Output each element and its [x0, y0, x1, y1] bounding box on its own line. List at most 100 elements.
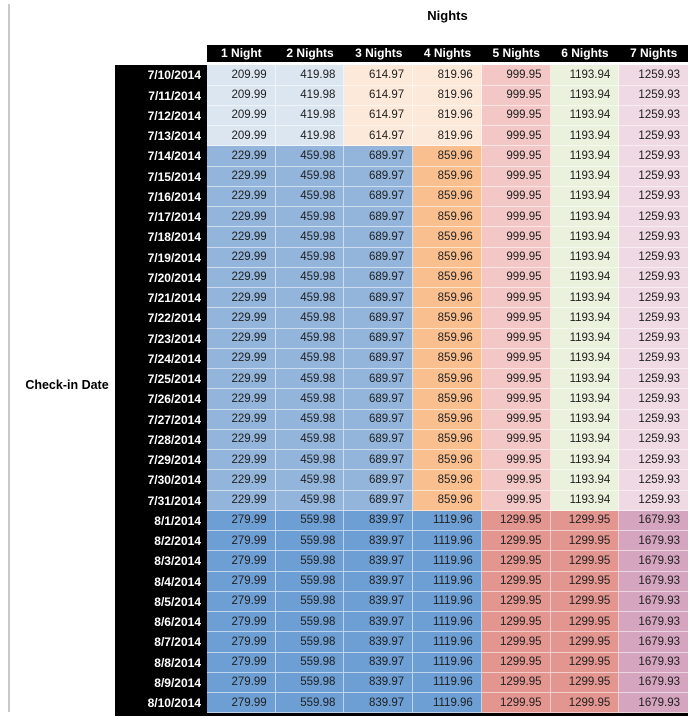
price-cell[interactable]: 839.97	[344, 672, 414, 693]
price-cell[interactable]: 229.99	[207, 267, 276, 288]
price-cell[interactable]: 689.97	[344, 409, 414, 430]
date-cell[interactable]: 7/11/2014	[115, 85, 207, 106]
price-cell[interactable]: 999.95	[481, 207, 551, 228]
price-cell[interactable]: 999.95	[481, 409, 551, 430]
price-cell[interactable]: 1119.96	[413, 551, 482, 572]
price-cell[interactable]: 229.99	[207, 409, 276, 430]
price-cell[interactable]: 209.99	[207, 105, 276, 126]
price-cell[interactable]: 1299.95	[550, 571, 620, 592]
price-cell[interactable]: 1679.93	[619, 672, 688, 693]
price-cell[interactable]: 459.98	[275, 409, 345, 430]
price-cell[interactable]: 1193.94	[550, 105, 620, 126]
price-cell[interactable]: 279.99	[207, 652, 276, 673]
price-cell[interactable]: 689.97	[344, 186, 414, 207]
price-cell[interactable]: 1299.95	[481, 571, 551, 592]
price-cell[interactable]: 1259.93	[619, 389, 688, 410]
price-cell[interactable]: 1679.93	[619, 531, 688, 552]
price-cell[interactable]: 229.99	[207, 227, 276, 248]
price-cell[interactable]: 279.99	[207, 591, 276, 612]
price-cell[interactable]: 999.95	[481, 105, 551, 126]
price-cell[interactable]: 999.95	[481, 166, 551, 187]
price-cell[interactable]: 559.98	[275, 632, 345, 653]
price-cell[interactable]: 1679.93	[619, 632, 688, 653]
price-cell[interactable]: 1193.94	[550, 389, 620, 410]
price-cell[interactable]: 229.99	[207, 450, 276, 471]
price-cell[interactable]: 559.98	[275, 693, 345, 714]
price-cell[interactable]: 559.98	[275, 531, 345, 552]
price-cell[interactable]: 819.96	[413, 126, 482, 147]
price-cell[interactable]: 1259.93	[619, 227, 688, 248]
price-cell[interactable]: 279.99	[207, 632, 276, 653]
price-cell[interactable]: 839.97	[344, 531, 414, 552]
price-cell[interactable]: 999.95	[481, 369, 551, 390]
date-cell[interactable]: 7/10/2014	[115, 65, 207, 86]
price-cell[interactable]: 1299.95	[550, 672, 620, 693]
price-cell[interactable]: 1193.94	[550, 126, 620, 147]
date-cell[interactable]: 8/7/2014	[115, 632, 207, 653]
price-cell[interactable]: 1259.93	[619, 450, 688, 471]
price-cell[interactable]: 1259.93	[619, 207, 688, 228]
price-cell[interactable]: 859.96	[413, 470, 482, 491]
price-cell[interactable]: 1193.94	[550, 328, 620, 349]
price-cell[interactable]: 999.95	[481, 186, 551, 207]
price-cell[interactable]: 229.99	[207, 288, 276, 309]
date-cell[interactable]: 7/16/2014	[115, 186, 207, 207]
price-cell[interactable]: 999.95	[481, 490, 551, 511]
price-cell[interactable]: 614.97	[344, 126, 414, 147]
date-cell[interactable]: 7/19/2014	[115, 247, 207, 268]
date-cell[interactable]: 7/22/2014	[115, 308, 207, 329]
price-cell[interactable]: 1193.94	[550, 85, 620, 106]
price-cell[interactable]: 459.98	[275, 389, 345, 410]
price-cell[interactable]: 1119.96	[413, 632, 482, 653]
price-cell[interactable]: 1119.96	[413, 571, 482, 592]
price-cell[interactable]: 1119.96	[413, 672, 482, 693]
price-cell[interactable]: 999.95	[481, 328, 551, 349]
date-cell[interactable]: 7/31/2014	[115, 490, 207, 511]
price-cell[interactable]: 1299.95	[550, 551, 620, 572]
price-cell[interactable]: 229.99	[207, 166, 276, 187]
price-cell[interactable]: 1119.96	[413, 591, 482, 612]
price-cell[interactable]: 1193.94	[550, 409, 620, 430]
price-cell[interactable]: 1193.94	[550, 146, 620, 167]
price-cell[interactable]: 1299.95	[481, 531, 551, 552]
price-cell[interactable]: 209.99	[207, 85, 276, 106]
price-cell[interactable]: 229.99	[207, 308, 276, 329]
price-cell[interactable]: 999.95	[481, 389, 551, 410]
price-cell[interactable]: 1259.93	[619, 288, 688, 309]
price-cell[interactable]: 859.96	[413, 389, 482, 410]
price-cell[interactable]: 229.99	[207, 490, 276, 511]
price-cell[interactable]: 1259.93	[619, 105, 688, 126]
price-cell[interactable]: 559.98	[275, 591, 345, 612]
price-cell[interactable]: 859.96	[413, 288, 482, 309]
date-cell[interactable]: 8/1/2014	[115, 510, 207, 531]
price-cell[interactable]: 229.99	[207, 470, 276, 491]
price-cell[interactable]: 1679.93	[619, 571, 688, 592]
price-cell[interactable]: 1193.94	[550, 490, 620, 511]
price-cell[interactable]: 1259.93	[619, 186, 688, 207]
price-cell[interactable]: 1679.93	[619, 591, 688, 612]
price-cell[interactable]: 209.99	[207, 65, 276, 86]
price-cell[interactable]: 1679.93	[619, 551, 688, 572]
date-cell[interactable]: 8/2/2014	[115, 531, 207, 552]
date-cell[interactable]: 8/10/2014	[115, 693, 207, 714]
price-cell[interactable]: 459.98	[275, 328, 345, 349]
price-cell[interactable]: 459.98	[275, 450, 345, 471]
price-cell[interactable]: 1119.96	[413, 652, 482, 673]
price-cell[interactable]: 859.96	[413, 166, 482, 187]
price-cell[interactable]: 999.95	[481, 85, 551, 106]
price-cell[interactable]: 839.97	[344, 693, 414, 714]
price-cell[interactable]: 689.97	[344, 450, 414, 471]
price-cell[interactable]: 459.98	[275, 186, 345, 207]
date-cell[interactable]: 7/25/2014	[115, 369, 207, 390]
price-cell[interactable]: 999.95	[481, 288, 551, 309]
price-cell[interactable]: 1299.95	[550, 510, 620, 531]
price-cell[interactable]: 1299.95	[481, 632, 551, 653]
price-cell[interactable]: 689.97	[344, 389, 414, 410]
date-cell[interactable]: 7/27/2014	[115, 409, 207, 430]
price-cell[interactable]: 1193.94	[550, 186, 620, 207]
price-cell[interactable]: 459.98	[275, 227, 345, 248]
price-cell[interactable]: 839.97	[344, 551, 414, 572]
price-cell[interactable]: 1259.93	[619, 490, 688, 511]
date-cell[interactable]: 8/3/2014	[115, 551, 207, 572]
price-cell[interactable]: 1299.95	[481, 510, 551, 531]
